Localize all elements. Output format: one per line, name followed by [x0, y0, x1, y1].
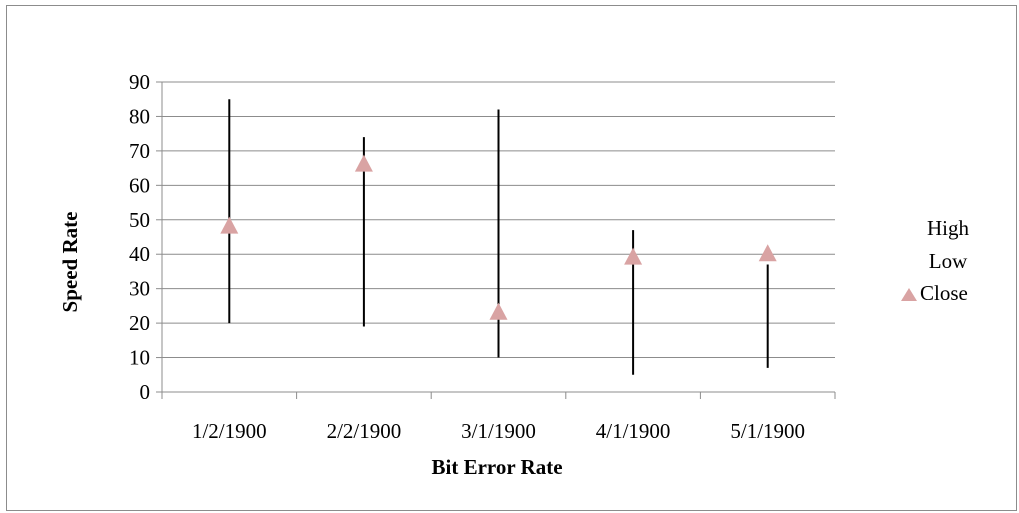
y-tick-label: 40: [129, 242, 150, 266]
close-marker: [354, 154, 373, 172]
x-tick-label: 5/1/1900: [730, 419, 805, 443]
y-tick-label: 30: [129, 277, 150, 301]
y-tick-label: 50: [129, 208, 150, 232]
legend-label-low: Low: [929, 249, 968, 273]
high-low-lines: [228, 99, 769, 375]
y-tick-label: 10: [129, 346, 150, 370]
legend-label-close: Close: [920, 281, 968, 305]
y-tick-labels: 0 10 20 30 40 50 60 70 80 90: [129, 70, 150, 404]
y-axis-title: Speed Rate: [58, 212, 82, 313]
x-axis-title: Bit Error Rate: [431, 455, 562, 479]
close-markers: [220, 154, 777, 320]
y-tick-label: 20: [129, 311, 150, 335]
close-marker: [489, 302, 508, 320]
x-tick-labels: 1/2/1900 2/2/1900 3/1/1900 4/1/1900 5/1/1900: [192, 419, 805, 443]
legend-marker-close: [901, 288, 917, 301]
x-tick-label: 2/2/1900: [327, 419, 402, 443]
close-marker: [624, 247, 643, 265]
y-tick-label: 80: [129, 104, 150, 128]
y-tick-label: 90: [129, 70, 150, 94]
close-marker: [758, 244, 777, 262]
legend: High Low Close: [901, 216, 970, 305]
x-tick-label: 4/1/1900: [596, 419, 671, 443]
stock-chart: 0 10 20 30 40 50 60 70 80 90 1/2/1900 2/2/1900 3/1/…: [58, 70, 970, 479]
close-marker: [220, 216, 239, 234]
legend-label-high: High: [927, 216, 970, 240]
y-tick-label: 70: [129, 139, 150, 163]
axes: [156, 81, 836, 399]
x-tick-label: 3/1/1900: [461, 419, 536, 443]
y-tick-label: 0: [140, 380, 151, 404]
y-tick-label: 60: [129, 173, 150, 197]
chart-frame: 0 10 20 30 40 50 60 70 80 90 1/2/1900 2/2/1900 3/1/…: [6, 5, 1017, 511]
x-tick-label: 1/2/1900: [192, 419, 267, 443]
